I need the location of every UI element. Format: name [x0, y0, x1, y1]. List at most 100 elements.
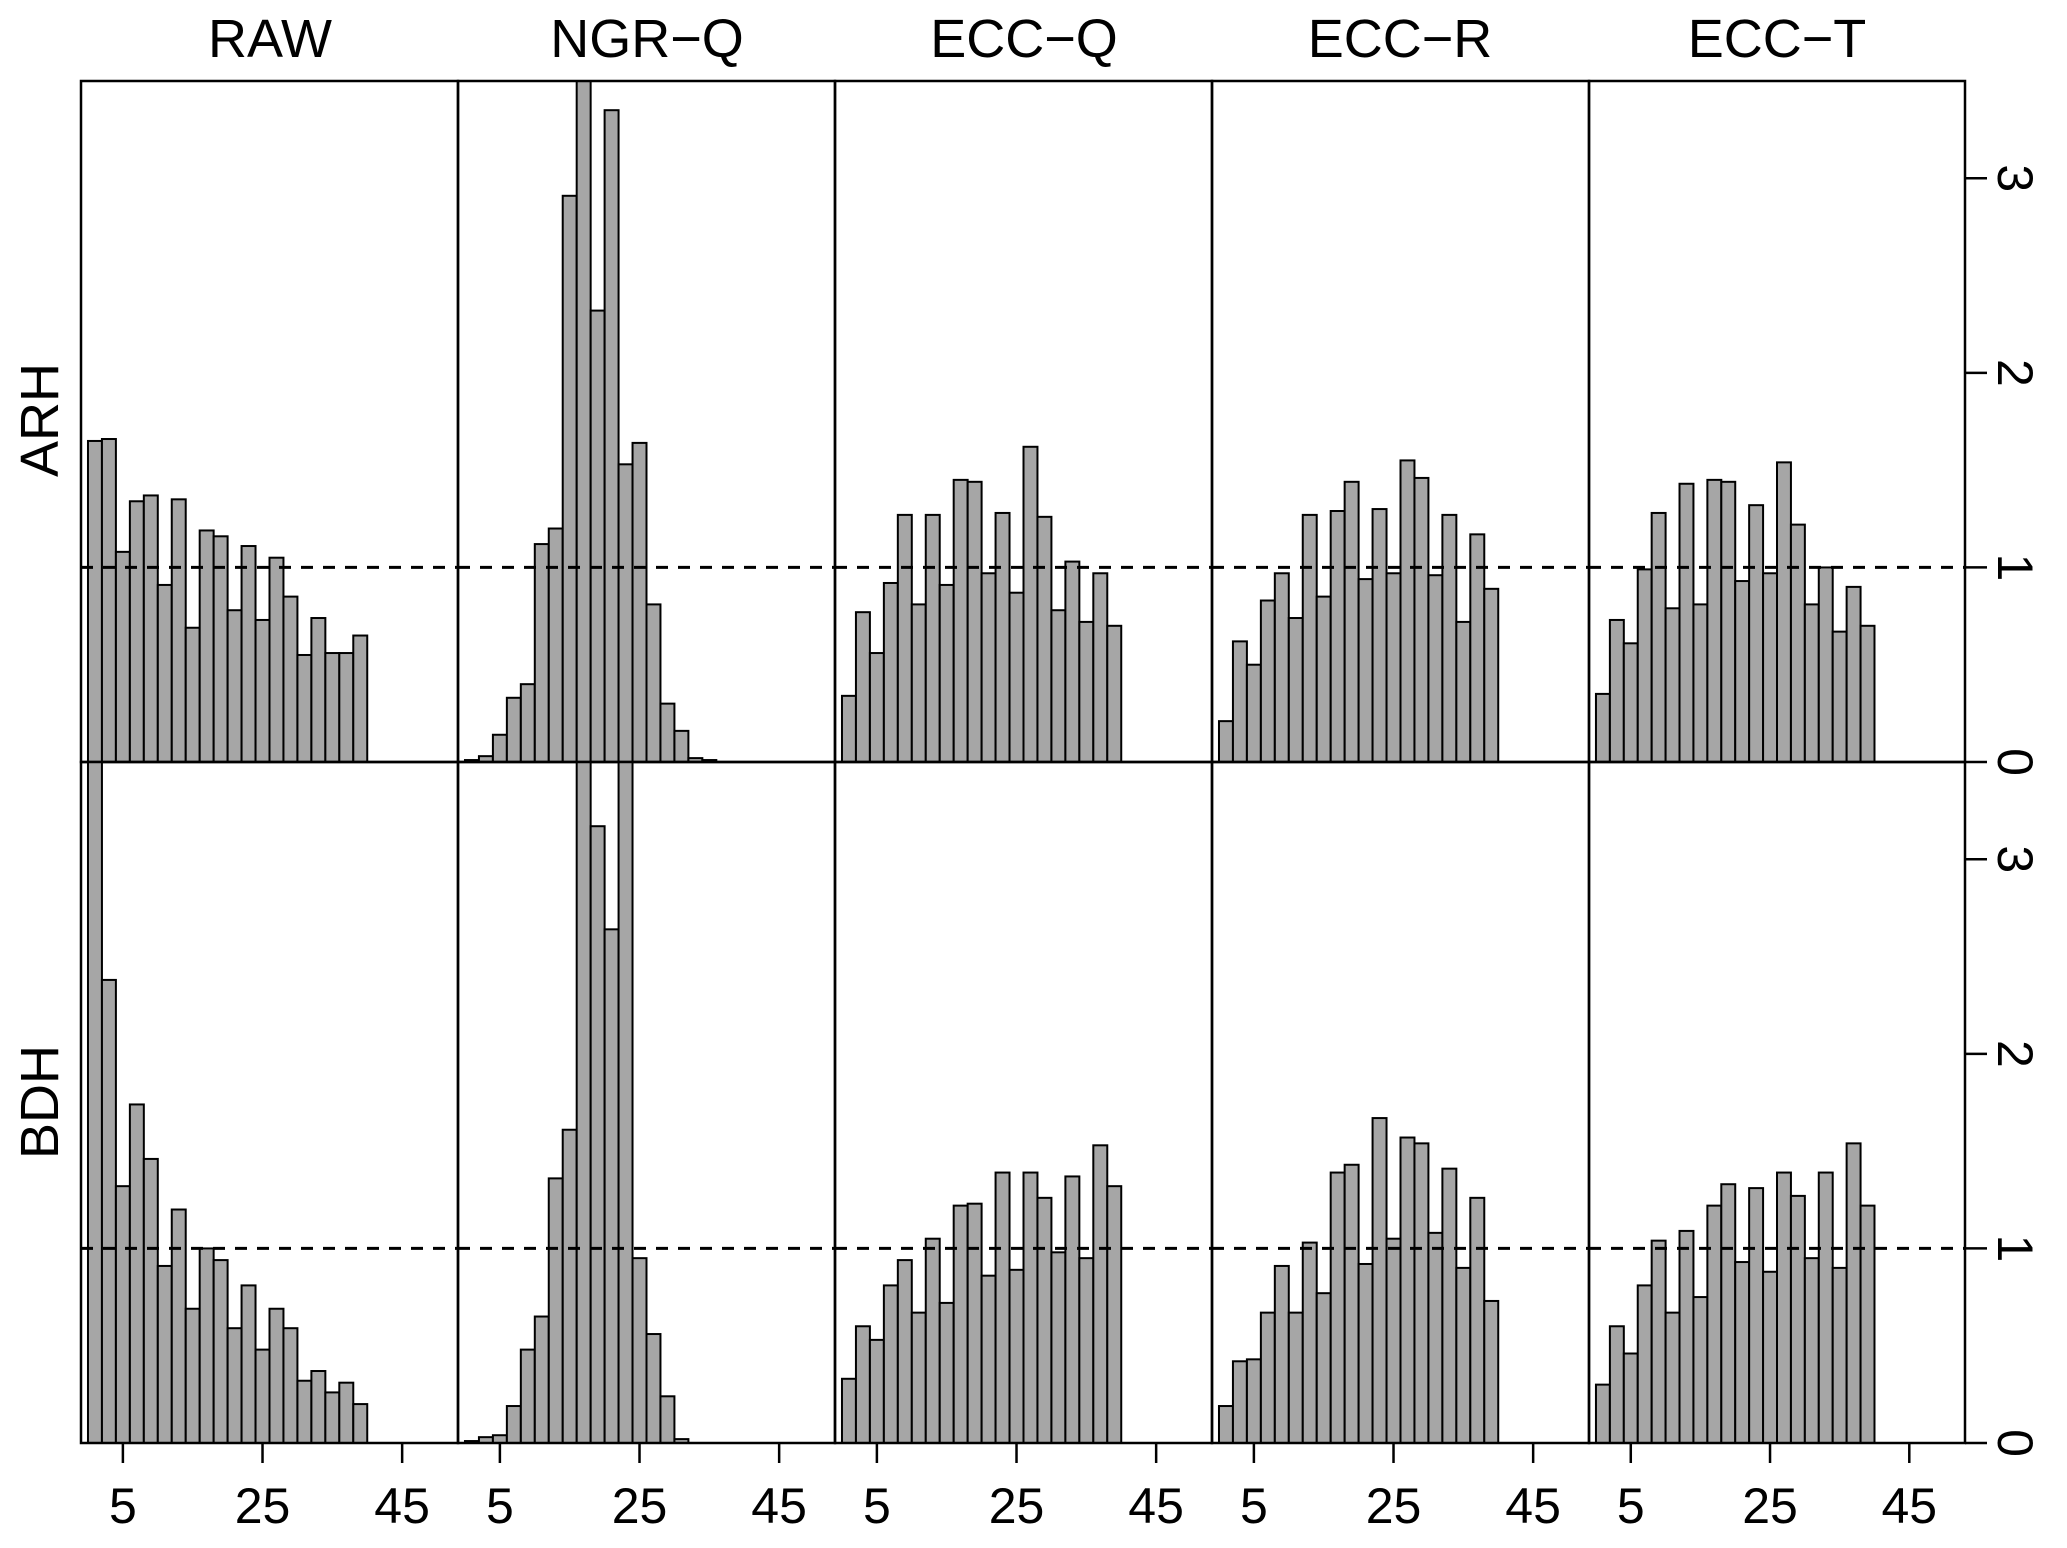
histogram-bar [645, 1333, 662, 1443]
histogram-bar [910, 1311, 927, 1443]
histogram-bar [1594, 1383, 1611, 1443]
histogram-bar [966, 480, 983, 762]
y-tick-label: 2 [1987, 1040, 2043, 1068]
histogram-bar [1064, 560, 1081, 762]
histogram-bar [533, 1315, 550, 1443]
histogram-bar [1608, 618, 1625, 762]
histogram-bar [142, 494, 159, 762]
histogram-bar [1664, 1311, 1681, 1443]
x-tick-label: 25 [1366, 1478, 1422, 1534]
histogram-bar [896, 1259, 913, 1443]
histogram-bar [938, 1301, 955, 1443]
histogram-bar [1622, 642, 1639, 762]
x-tick-label: 5 [109, 1478, 137, 1534]
histogram-bar [1789, 523, 1806, 762]
histogram-bar [1036, 515, 1053, 762]
histogram-bar [1692, 603, 1709, 762]
bars-raw-arh [86, 438, 369, 762]
histogram-bar [1106, 624, 1123, 762]
panel-raw-arh [79, 79, 460, 764]
histogram-bar [86, 762, 103, 1443]
histogram-bar [938, 583, 955, 762]
histogram-bar [226, 1327, 243, 1443]
histogram-bar [1762, 572, 1778, 762]
histogram-bar [589, 309, 606, 762]
histogram-bar [1343, 1163, 1360, 1443]
histogram-bar [1734, 580, 1751, 762]
histogram-bar [1413, 1142, 1430, 1443]
histogram-bar [1817, 566, 1834, 762]
histogram-bar [966, 1202, 983, 1443]
histogram-bar [1776, 1171, 1792, 1443]
histogram-bar [1385, 1237, 1402, 1443]
histogram-bar [352, 634, 369, 762]
histogram-bar [1371, 1117, 1388, 1443]
histogram-bar [1664, 607, 1681, 762]
histogram-bar [561, 194, 578, 762]
column-title-ecc-r: ECC−R [1308, 9, 1493, 69]
histogram-bar [1217, 1405, 1234, 1443]
histogram-bar [491, 733, 508, 762]
histogram-bar [505, 696, 522, 762]
y-tick-label: 3 [1987, 845, 2043, 873]
histogram-bar [100, 978, 117, 1443]
histogram-bar [1650, 1239, 1667, 1443]
histogram-bar [1217, 720, 1234, 762]
column-title-ecc-q: ECC−Q [930, 9, 1118, 69]
y-axis-right: 0 1 2 3 0 1 2 3 [1965, 164, 2043, 1457]
panel-ngr-q-arh [456, 79, 837, 764]
column-titles: RAW NGR−Q ECC−Q ECC−R ECC−T [208, 9, 1866, 69]
histogram-bar [854, 1325, 871, 1443]
histogram-bar [1287, 617, 1304, 762]
histogram-bar [1789, 1194, 1806, 1443]
histogram-bar [1720, 480, 1737, 762]
bars-ecc-q-bdh [840, 1144, 1123, 1443]
histogram-bar [1273, 1264, 1290, 1443]
bars-ngr-q-bdh [463, 762, 690, 1443]
bars-ecc-q-arh [840, 445, 1123, 762]
histogram-bar [170, 1208, 187, 1443]
histogram-bar [1329, 510, 1346, 762]
histogram-bar [561, 1128, 578, 1443]
histogram-bar [1748, 504, 1765, 762]
histogram-bar [631, 441, 648, 762]
histogram-bar [1678, 1229, 1695, 1443]
bars-ecc-r-arh [1217, 459, 1500, 762]
histogram-bar [1636, 568, 1653, 762]
panel-ngr-q-bdh [456, 760, 837, 1445]
histogram-bar [114, 550, 131, 762]
histogram-bar [575, 762, 592, 1443]
histogram-bar [1692, 1296, 1709, 1443]
histogram-bar [1720, 1183, 1737, 1443]
histogram-bar [212, 535, 229, 762]
histogram-bar [924, 1237, 941, 1443]
histogram-bar [1762, 1270, 1778, 1443]
histogram-bar [1803, 1257, 1820, 1443]
histogram-bar [1845, 585, 1862, 762]
panel-ecc-q-arh [833, 79, 1214, 764]
histogram-bar [1636, 1284, 1653, 1443]
histogram-bar [1315, 595, 1332, 762]
histogram-bar [882, 581, 899, 762]
histogram-bar [1357, 578, 1374, 762]
bars-ecc-t-bdh [1594, 1142, 1876, 1443]
histogram-bar [1748, 1187, 1765, 1443]
histogram-bar [1231, 640, 1248, 762]
histogram-bar [1399, 459, 1416, 762]
histogram-bar [659, 702, 676, 762]
histogram-bar [617, 463, 634, 762]
histogram-bar [1385, 572, 1402, 762]
histogram-bar [659, 1395, 676, 1443]
histogram-bar [282, 1327, 299, 1443]
histogram-bar [254, 1348, 271, 1443]
histogram-bar [268, 1307, 285, 1443]
histogram-bar [854, 611, 871, 762]
histogram-bar [1231, 1360, 1248, 1443]
histogram-bar [617, 762, 634, 1443]
histogram-bar [1803, 603, 1820, 762]
histogram-bar [198, 1247, 215, 1443]
histogram-bar [1106, 1185, 1123, 1443]
histogram-bar [645, 603, 662, 762]
histogram-bar [1706, 1204, 1723, 1443]
